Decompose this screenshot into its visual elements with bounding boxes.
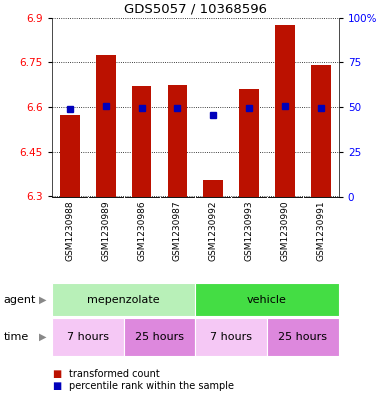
Text: agent: agent — [4, 295, 36, 305]
Bar — [275, 25, 295, 196]
Bar — [52, 318, 124, 356]
Text: 7 hours: 7 hours — [67, 332, 109, 342]
Text: time: time — [4, 332, 29, 342]
Text: ■: ■ — [52, 369, 61, 379]
Text: 7 hours: 7 hours — [210, 332, 252, 342]
Text: mepenzolate: mepenzolate — [87, 295, 160, 305]
Text: 25 hours: 25 hours — [278, 332, 328, 342]
Text: GSM1230987: GSM1230987 — [173, 201, 182, 261]
Bar — [239, 89, 259, 196]
Bar — [167, 85, 187, 196]
Text: GSM1230993: GSM1230993 — [244, 201, 254, 261]
Text: 25 hours: 25 hours — [135, 332, 184, 342]
Bar — [267, 318, 339, 356]
Text: transformed count: transformed count — [69, 369, 160, 379]
Text: GSM1230988: GSM1230988 — [65, 201, 74, 261]
Text: GSM1230992: GSM1230992 — [209, 201, 218, 261]
Bar — [195, 318, 267, 356]
Text: GSM1230991: GSM1230991 — [316, 201, 325, 261]
Text: ▶: ▶ — [38, 332, 46, 342]
Text: vehicle: vehicle — [247, 295, 287, 305]
Bar — [60, 114, 80, 196]
Title: GDS5057 / 10368596: GDS5057 / 10368596 — [124, 2, 267, 15]
Text: ■: ■ — [52, 381, 61, 391]
Bar — [195, 283, 339, 316]
Text: GSM1230986: GSM1230986 — [137, 201, 146, 261]
Bar — [132, 86, 151, 196]
Bar — [311, 65, 331, 196]
Text: percentile rank within the sample: percentile rank within the sample — [69, 381, 234, 391]
Text: ▶: ▶ — [38, 295, 46, 305]
Text: GSM1230989: GSM1230989 — [101, 201, 110, 261]
Text: GSM1230990: GSM1230990 — [281, 201, 290, 261]
Bar — [96, 55, 115, 196]
Bar — [124, 318, 195, 356]
Bar — [203, 180, 223, 196]
Bar — [52, 283, 195, 316]
